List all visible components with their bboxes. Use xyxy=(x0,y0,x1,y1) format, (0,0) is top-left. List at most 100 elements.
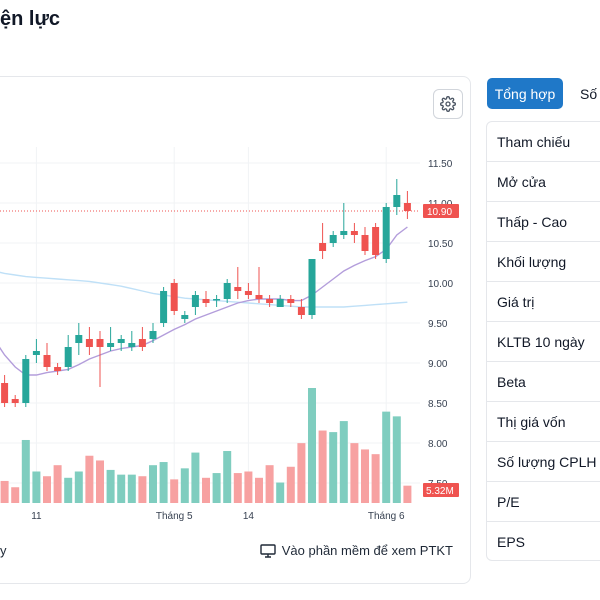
info-row-open: Mở cửa xyxy=(487,162,600,202)
volume-bar xyxy=(403,485,412,503)
volume-bar xyxy=(96,460,104,503)
volume-bar xyxy=(159,462,168,503)
volume-bar xyxy=(127,474,136,503)
volume-bar xyxy=(170,479,179,503)
y-tick-label: 10.50 xyxy=(428,239,453,250)
volume-bar xyxy=(297,443,306,503)
volume-bar xyxy=(286,466,295,503)
volume-bar xyxy=(138,476,147,503)
volume-bar xyxy=(74,471,83,503)
volume-bar xyxy=(392,416,401,503)
open-software-label: Vào phần mềm để xem PTKT xyxy=(281,543,453,558)
candle-body xyxy=(372,227,380,255)
x-tick-label: Tháng 5 xyxy=(156,511,193,522)
volume-bar xyxy=(223,451,232,503)
volume-bar xyxy=(106,469,115,503)
candle-body xyxy=(319,243,327,251)
candle-body xyxy=(85,339,93,347)
chart-range-label[interactable]: y xyxy=(0,543,7,558)
volume-tag xyxy=(423,483,459,497)
volume-bar xyxy=(191,452,200,503)
candle-body xyxy=(170,283,178,311)
volume-bar xyxy=(53,465,62,503)
volume-bar xyxy=(32,471,41,503)
x-tick-label: 11 xyxy=(31,511,42,522)
candle-body xyxy=(1,383,9,403)
volume-bar xyxy=(318,430,327,503)
ma-long-line xyxy=(0,271,408,308)
candlestick-chart[interactable]: 11.5011.0010.5010.009.509.008.508.007.50… xyxy=(0,120,470,530)
candle-body xyxy=(64,347,72,367)
volume-bar xyxy=(329,432,338,503)
chart-settings-button[interactable] xyxy=(433,89,463,119)
volume-bar xyxy=(212,473,221,503)
volume-bar xyxy=(350,443,359,503)
monitor-icon xyxy=(260,543,276,558)
info-row-market-cap: Thị giá vốn xyxy=(487,402,600,442)
page-title: ện lực xyxy=(0,8,61,30)
candle-body xyxy=(202,299,210,303)
open-software-link[interactable]: Vào phần mềm để xem PTKT xyxy=(260,543,453,558)
candle-body xyxy=(403,203,411,211)
candle-body xyxy=(276,299,284,307)
candle-body xyxy=(75,335,83,343)
ma-short-line xyxy=(0,226,408,376)
y-tick-label: 8.50 xyxy=(428,399,448,410)
info-row-low-high: Thấp - Cao xyxy=(487,202,600,242)
candle-body xyxy=(308,259,316,315)
candle-body xyxy=(96,339,104,347)
volume-bar xyxy=(117,474,126,503)
last-price-tag xyxy=(423,204,459,218)
info-row-pe: P/E xyxy=(487,482,600,522)
volume-bar xyxy=(0,480,9,503)
candle-body xyxy=(234,287,242,291)
y-tick-label: 9.50 xyxy=(428,319,448,330)
volume-bar xyxy=(11,487,20,503)
candle-body xyxy=(160,291,168,323)
volume-bar xyxy=(64,477,73,503)
candle-body xyxy=(255,295,263,299)
y-tick-label: 8.00 xyxy=(428,439,448,450)
stock-info-table: Tham chiếu Mở cửa Thấp - Cao Khối lượng … xyxy=(486,121,600,561)
volume-bar xyxy=(21,439,30,503)
info-row-volume: Khối lượng xyxy=(487,242,600,282)
volume-bar xyxy=(85,455,94,503)
candle-body xyxy=(329,235,337,243)
volume-bar xyxy=(371,454,380,503)
x-tick-label: 14 xyxy=(243,511,255,522)
volume-bar xyxy=(265,465,274,503)
candle-body xyxy=(361,235,369,251)
candle-body xyxy=(350,231,358,235)
candle-body xyxy=(244,291,252,295)
candle-body xyxy=(138,339,146,347)
candle-body xyxy=(128,343,136,347)
tab-summary[interactable]: Tổng hợp xyxy=(487,78,563,109)
candle-body xyxy=(191,295,199,307)
volume-bar xyxy=(361,449,369,503)
candle-body xyxy=(149,331,157,339)
info-row-eps: EPS xyxy=(497,534,526,550)
candle-body xyxy=(266,299,274,303)
volume-bar xyxy=(43,476,51,503)
candle-body xyxy=(54,367,62,371)
candle-body xyxy=(22,359,30,403)
candle-body xyxy=(393,195,401,207)
info-row-value: Giá trị xyxy=(487,282,600,322)
y-tick-label: 10.00 xyxy=(428,279,453,290)
candle-body xyxy=(223,283,231,299)
tab-numbers[interactable]: Số xyxy=(580,85,598,102)
volume-bar xyxy=(276,482,285,503)
volume-bar xyxy=(382,411,391,503)
candle-body xyxy=(297,307,305,315)
gear-icon xyxy=(440,96,456,112)
volume-bar xyxy=(255,477,263,503)
candle-body xyxy=(107,343,115,347)
volume-bar xyxy=(202,477,210,503)
candle-body xyxy=(382,207,390,259)
y-tick-label: 11.50 xyxy=(428,159,453,170)
candle-body xyxy=(43,355,51,367)
volume-bar xyxy=(233,473,242,503)
candle-body xyxy=(287,299,295,303)
volume-bar xyxy=(180,468,189,503)
last-price-label: 10.90 xyxy=(427,207,452,218)
